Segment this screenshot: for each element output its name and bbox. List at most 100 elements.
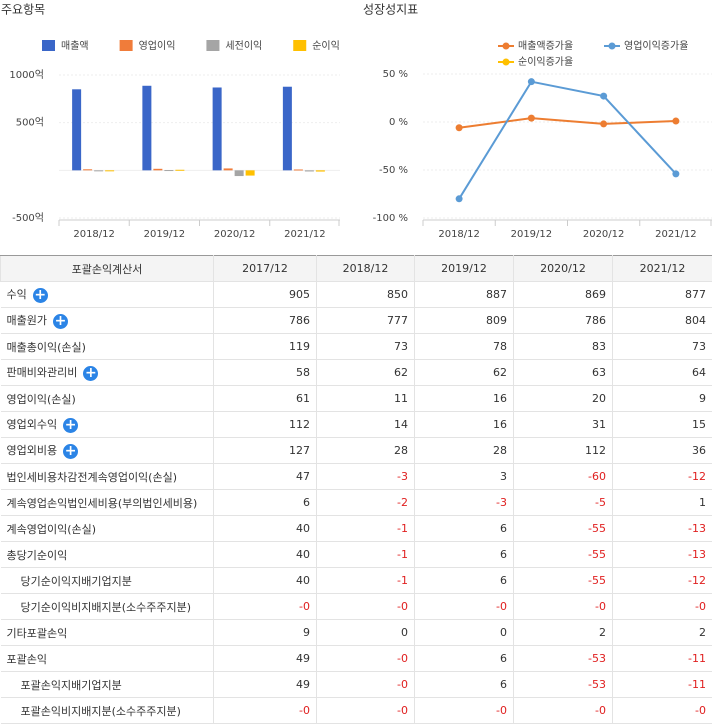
bar [223,168,233,171]
legend-label: 매출액 [61,40,89,52]
value-cell: 62 [316,359,415,386]
expand-button[interactable]: + [52,312,68,329]
value-cell: -11 [612,645,712,672]
bar [153,168,163,171]
legend-marker [608,42,616,50]
bar [304,170,314,172]
bar [282,86,292,171]
value-cell: 112 [513,437,613,464]
x-tick-label: 2021/12 [284,229,326,240]
value-cell: 28 [316,437,415,464]
table-row: 영업외비용 +127 28 28 112 36 [0,437,712,464]
bar [245,170,255,176]
value-cell: 786 [513,307,613,334]
value-cell: -55 [513,541,613,568]
table-row: 영업이익(손실) 61 11 16 20 9 [0,385,712,412]
bar [83,169,93,171]
row-label: 법인세비용차감전계속영업이익(손실) [6,470,178,484]
value-cell: 6 [414,645,514,672]
legend-swatch [206,40,220,51]
value-cell: -3 [414,489,514,516]
expand-button[interactable]: + [63,442,79,459]
row-label: 총당기순이익 [6,548,68,562]
x-tick-label: 2018/12 [73,229,115,240]
value-cell: 877 [612,281,712,308]
value-cell: -0 [316,697,415,724]
y-tick-label: -100 % [373,213,408,224]
value-cell: -1 [316,567,415,594]
row-label-cell: 포괄손익지배기업지분 [0,671,214,698]
row-label-cell: 당기순이익지배기업지분 [0,567,214,594]
row-label-cell: 계속영업손익법인세비용(부의법인세비용) [0,489,214,516]
value-cell: -0 [213,697,317,724]
row-label: 당기순이익지배기업지분 [20,574,132,588]
row-label: 매출총이익(손실) [6,340,86,354]
point [672,117,680,125]
value-cell: 16 [414,385,514,412]
value-cell: -55 [513,515,613,542]
expand-button[interactable]: + [63,416,79,433]
x-tick-label: 2020/12 [583,229,625,240]
value-cell: 869 [513,281,613,308]
expand-button[interactable]: + [32,286,48,303]
value-cell: -0 [612,697,712,724]
value-cell: 850 [316,281,415,308]
bar [175,169,185,171]
series-line [458,80,677,200]
bar [212,87,222,171]
row-label: 영업외비용 [6,444,58,458]
y-tick-label: -50 % [379,165,408,176]
charts: 주요항목 1000억 500억 -500억 2018/12 2019/12 2020/12 2… [1,3,712,240]
x-tick-label: 2018/12 [438,229,480,240]
bar [142,85,152,171]
header-cell: 2019/12 [414,255,514,282]
chart-title: 성장성지표 [363,3,418,17]
legend-label: 순이익 [312,40,340,52]
table-row: 계속영업이익(손실) 40 -1 6 -55 -13 [0,515,712,542]
value-cell: 31 [513,411,613,438]
point [455,195,463,203]
legend-label: 영업이익증가율 [624,39,688,52]
y-tick-label: -500억 [12,212,44,224]
row-label-cell: 영업이익(손실) [0,385,214,412]
value-cell: 47 [213,463,317,490]
expand-button[interactable]: + [83,364,99,381]
row-label: 포괄손익비지배지분(소수주주지분) [20,704,181,718]
table-row: 포괄손익 49 -0 6 -53 -11 [0,645,712,672]
row-label-cell: 매출원가 + [0,307,214,334]
row-label: 영업이익(손실) [6,392,76,406]
row-label-cell: 법인세비용차감전계속영업이익(손실) [0,463,214,490]
value-cell: -0 [414,697,514,724]
bar [164,170,174,172]
row-label: 매출원가 [6,314,47,328]
value-cell: 16 [414,411,514,438]
series-line [458,117,676,129]
point [455,124,463,132]
header-row: 포괄손익계산서 2017/12 2018/12 2019/12 2020/12 2021/… [0,255,712,282]
value-cell: 40 [213,567,317,594]
row-label-cell: 판매비와관리비 + [0,359,214,386]
value-cell: 9 [612,385,712,412]
value-cell: -2 [316,489,415,516]
value-cell: 14 [316,411,415,438]
value-cell: 58 [213,359,317,386]
value-cell: 15 [612,411,712,438]
x-tick-label: 2020/12 [214,229,256,240]
value-cell: 3 [414,463,514,490]
value-cell: -13 [612,541,712,568]
value-cell: 112 [213,411,317,438]
value-cell: -5 [513,489,613,516]
value-cell: 905 [213,281,317,308]
value-cell: -60 [513,463,613,490]
value-cell: -0 [513,697,613,724]
legend-label: 영업이익 [139,39,176,52]
value-cell: 127 [213,437,317,464]
point [600,92,608,100]
table-row: 기타포괄손익 9 0 0 2 2 [0,619,712,646]
row-label-cell: 영업외비용 + [0,437,214,464]
value-cell: 6 [414,541,514,568]
row-label: 당기순이익비지배지분(소수주주지분) [20,600,192,614]
row-label: 판매비와관리비 [6,366,78,380]
value-cell: 6 [414,567,514,594]
value-cell: 40 [213,541,317,568]
